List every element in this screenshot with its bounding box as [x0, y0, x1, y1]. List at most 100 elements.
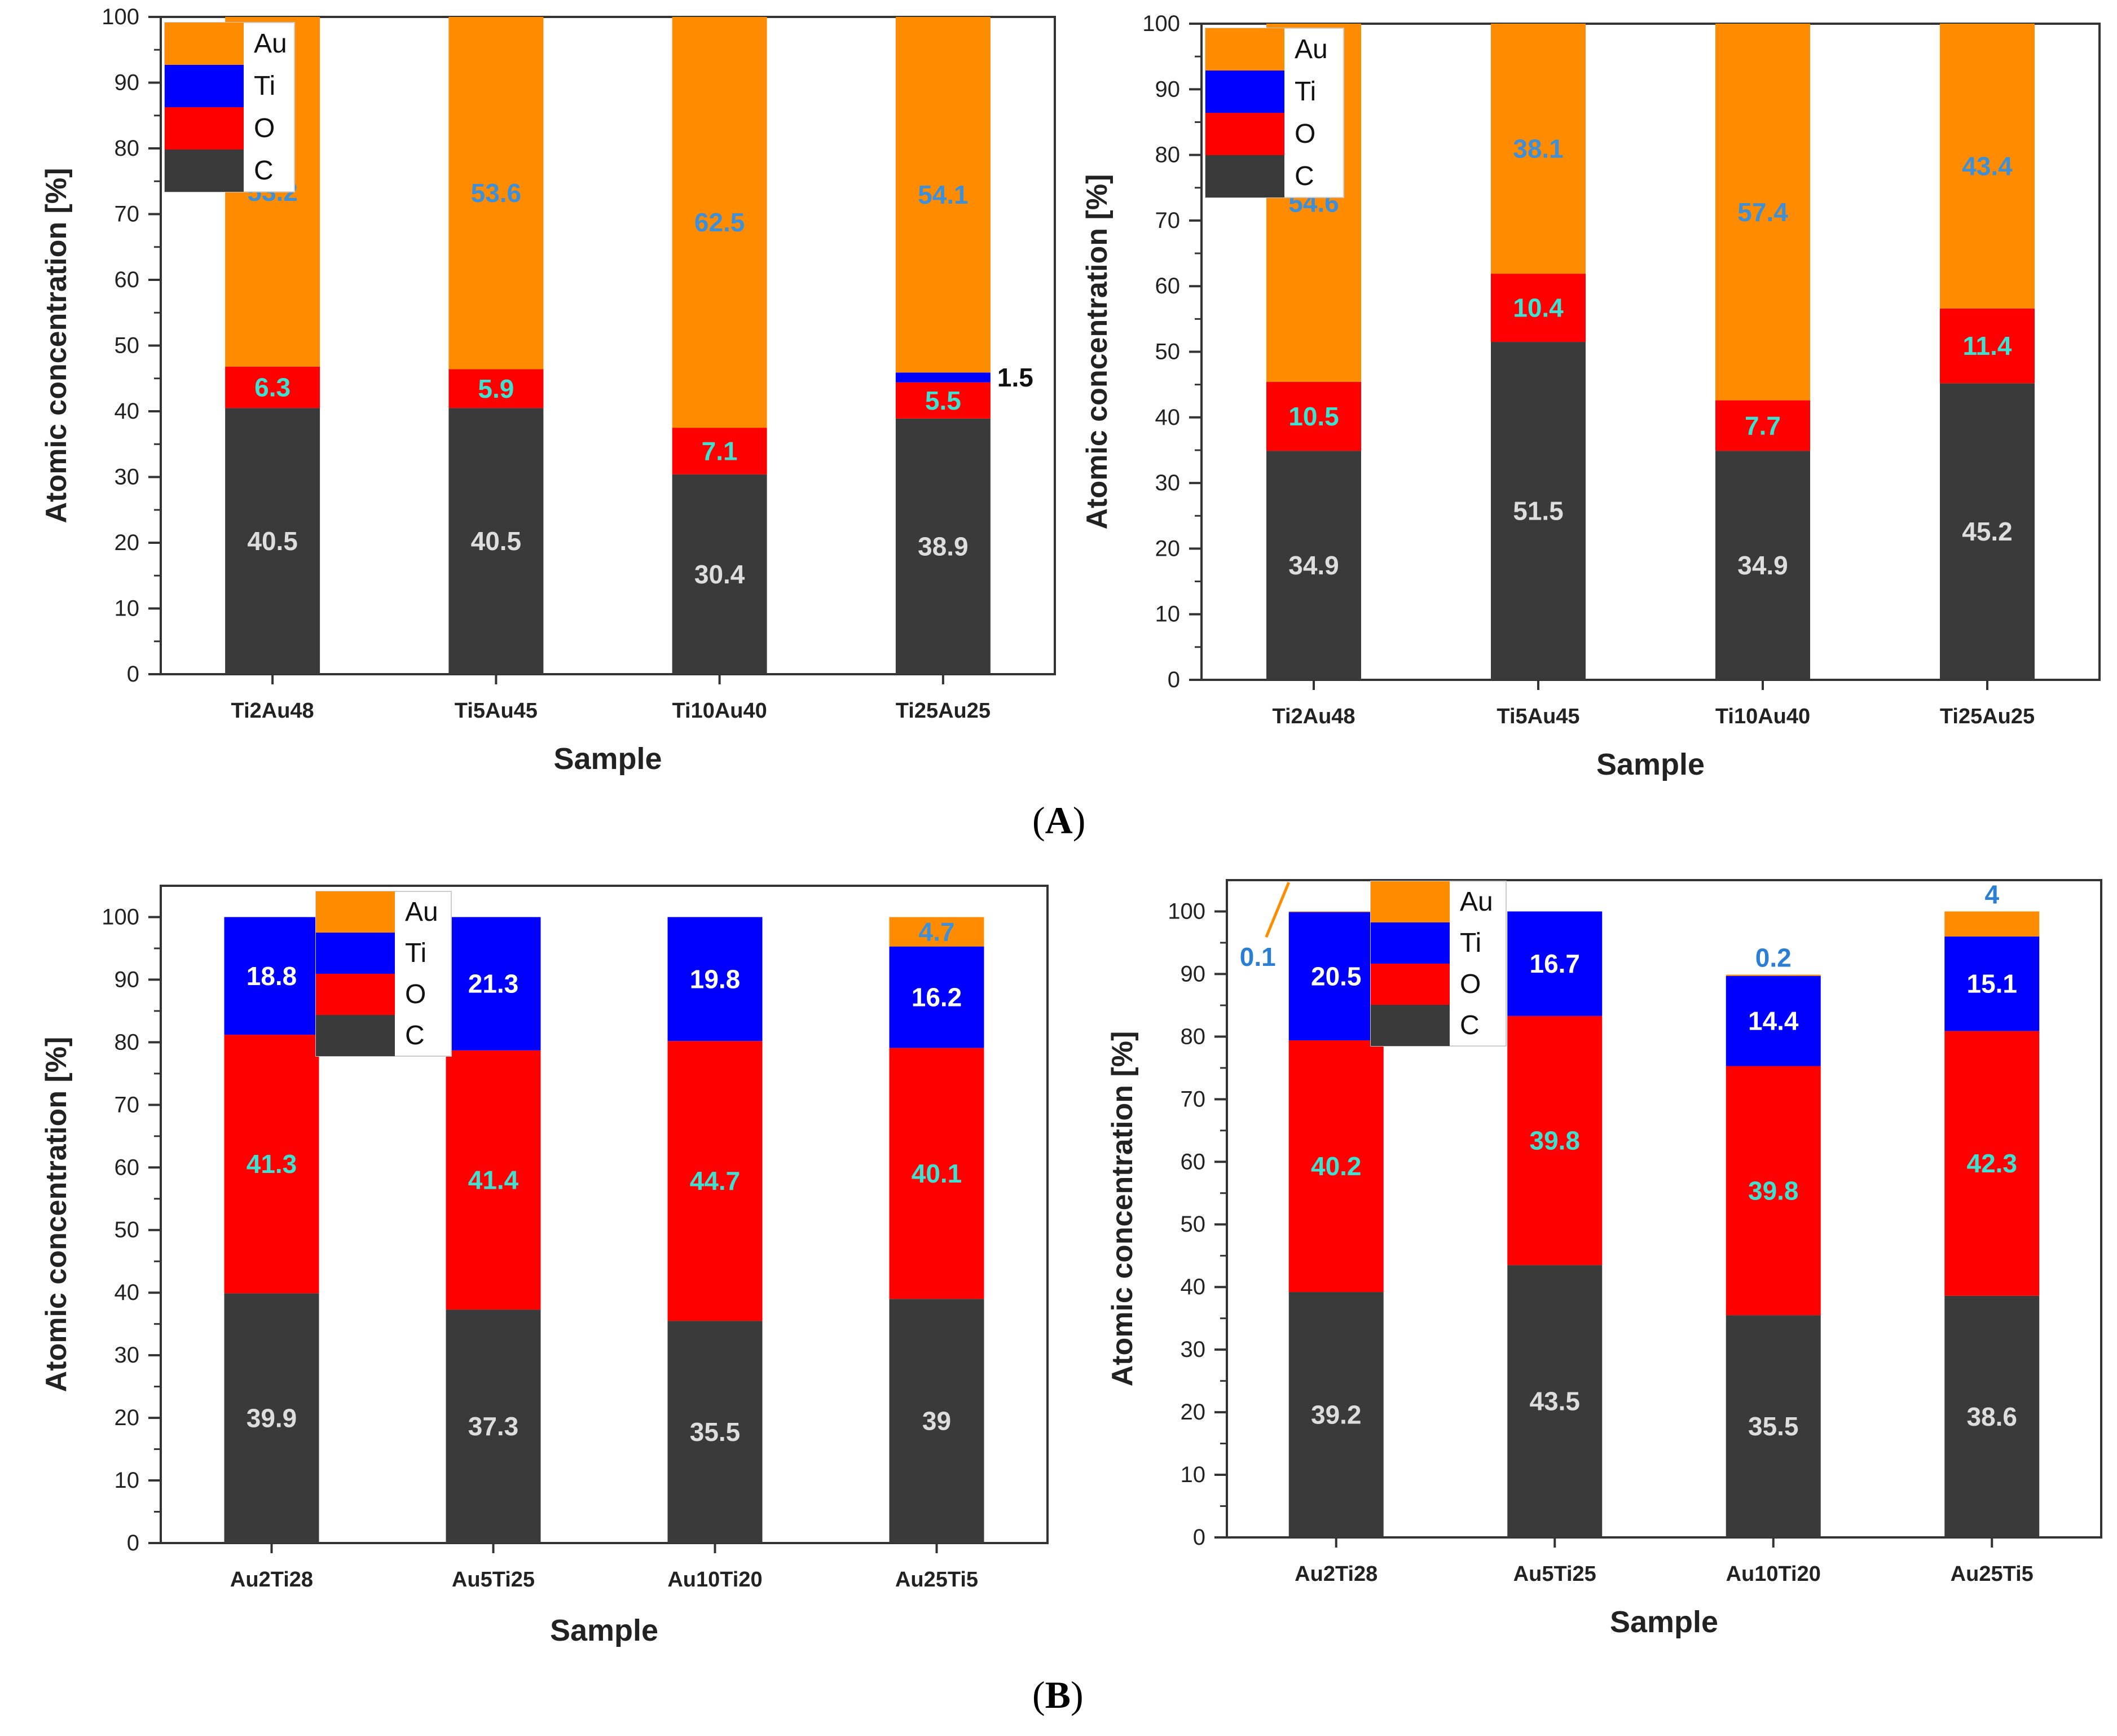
plot-frame — [160, 885, 1049, 1544]
data-label-c: 35.5 — [1748, 1412, 1799, 1441]
data-label-au: 62.5 — [694, 208, 745, 237]
legend-swatch-c — [316, 1015, 395, 1056]
x-tick-label: Au2Ti28 — [230, 1568, 313, 1592]
y-tick-label: 30 — [1181, 1337, 1206, 1362]
y-axis-title: Atomic concentration [%] — [40, 1037, 73, 1392]
y-tick-label: 60 — [115, 267, 140, 292]
bar-o-au5ti25 — [446, 1050, 541, 1310]
y-axis-title: Atomic concentration [%] — [1081, 174, 1113, 530]
bar-ti-ti25au25 — [895, 372, 991, 383]
data-label-ti: 20.5 — [1311, 961, 1362, 991]
data-label-o: 39.8 — [1748, 1176, 1799, 1205]
bar-au-ti5au45 — [1491, 24, 1586, 274]
data-label-c: 37.3 — [468, 1412, 519, 1441]
legend-swatch-ti — [1371, 922, 1450, 964]
y-tick-label: 50 — [1155, 340, 1181, 364]
bar-ti-au25ti5 — [1944, 936, 2040, 1031]
bar-au-ti5au45 — [448, 17, 544, 370]
y-tick-label: 20 — [115, 530, 140, 555]
x-tick-label: Au5Ti25 — [1513, 1562, 1596, 1586]
bar-c-au5ti25 — [1507, 1265, 1603, 1537]
bar-c-ti5au45 — [1491, 342, 1586, 680]
data-label-c: 45.2 — [1962, 517, 2013, 546]
data-label-au: 54.1 — [918, 180, 969, 209]
y-tick-label: 100 — [102, 904, 139, 929]
bar-au-au25ti5 — [1944, 911, 2040, 937]
data-label-ti: 18.8 — [247, 961, 297, 991]
y-tick-label: 90 — [1155, 77, 1181, 102]
legend-swatch-ti — [165, 65, 244, 107]
y-tick-label: 90 — [1181, 961, 1206, 986]
bar-o-au10ti20 — [1726, 1066, 1821, 1316]
legend-swatch-o — [165, 107, 244, 150]
y-tick-label: 70 — [1181, 1087, 1206, 1111]
bar-c-ti25au25 — [1940, 383, 2035, 680]
data-label-o: 42.3 — [1966, 1149, 2017, 1178]
bar-c-ti10au40 — [1715, 451, 1810, 680]
y-tick-label: 40 — [115, 1280, 140, 1305]
data-label-c: 38.9 — [918, 531, 969, 561]
bar-c-au25ti5 — [889, 1299, 984, 1543]
bar-ti-au5ti25 — [1507, 911, 1603, 1016]
y-tick-label: 70 — [1155, 208, 1181, 233]
callout-label: 0.1 — [1240, 942, 1276, 972]
bar-c-au5ti25 — [446, 1309, 541, 1543]
legend-label-c: C — [405, 1021, 425, 1051]
y-tick-label: 10 — [115, 1468, 140, 1493]
bar-c-au2ti28 — [1288, 1292, 1384, 1537]
bar-au-au10ti20 — [1726, 974, 1821, 976]
legend-swatch-c — [165, 150, 244, 192]
bar-c-ti2au48 — [225, 408, 320, 674]
chart-a-left: 010203040506070809010040.56.353.2Ti2Au48… — [40, 5, 1056, 776]
legend-label-ti: Ti — [254, 71, 275, 101]
bar-o-ti25au25 — [1940, 308, 2035, 384]
data-label-ti: 14.4 — [1748, 1007, 1799, 1036]
bar-ti-au25ti5 — [889, 946, 984, 1048]
bar-ti-au10ti20 — [667, 917, 763, 1041]
bar-c-ti5au45 — [448, 408, 544, 674]
bar-c-au2ti28 — [224, 1293, 319, 1543]
data-label-o: 11.4 — [1963, 331, 2012, 361]
legend-swatch-au — [165, 23, 244, 65]
bar-au-au2ti28 — [1288, 911, 1384, 912]
bar-o-ti10au40 — [672, 428, 767, 474]
chart-b-left: 0 10 20 30 40 50 60 70 80 90 100 39.9 41.3 18.8 Au2Ti2… — [40, 885, 1049, 1647]
y-tick-label: 0 — [127, 662, 139, 687]
bar-au-ti25au25 — [1940, 24, 2035, 309]
bar-c-ti25au25 — [895, 418, 991, 674]
y-tick-label: 40 — [115, 399, 140, 424]
data-label-c: 40.5 — [471, 526, 522, 556]
y-tick-label: 40 — [1155, 405, 1181, 430]
bar-o-au5ti25 — [1507, 1016, 1603, 1265]
x-axis-title: Sample — [553, 742, 662, 776]
legend-label-c: C — [1295, 161, 1314, 191]
bar-c-au10ti20 — [1726, 1315, 1821, 1537]
y-tick-label: 20 — [1155, 536, 1181, 561]
x-tick-label: Au25Ti5 — [895, 1568, 978, 1592]
bar-c-ti2au48 — [1266, 451, 1361, 680]
data-label-c: 38.6 — [1966, 1402, 2017, 1431]
data-label-ti: 19.8 — [690, 964, 741, 994]
bar-o-ti2au48 — [225, 366, 320, 408]
y-tick-label: 0 — [1168, 667, 1180, 692]
y-tick-label: 30 — [115, 1343, 140, 1368]
callout-label: 1.5 — [997, 363, 1033, 392]
caption-b: (B) — [1032, 1673, 1084, 1716]
y-tick-label: 70 — [115, 1092, 140, 1117]
data-label-c: 43.5 — [1529, 1387, 1580, 1416]
x-tick-label: Ti2Au48 — [231, 699, 314, 723]
data-label-ti: 16.2 — [912, 982, 962, 1012]
x-tick-label: Ti5Au45 — [455, 699, 538, 723]
x-tick-label: Ti25Au25 — [1940, 705, 2035, 728]
legend-swatch-o — [316, 974, 395, 1015]
data-label-o: 6.3 — [254, 372, 291, 402]
y-tick-label: 10 — [1155, 602, 1181, 627]
x-tick-label: Ti10Au40 — [1715, 705, 1810, 728]
legend-label-o: O — [405, 979, 426, 1009]
plot-frame — [1226, 879, 2102, 1539]
y-tick-label: 80 — [1181, 1024, 1206, 1049]
data-label-o: 41.4 — [468, 1165, 519, 1194]
y-tick-label: 90 — [115, 71, 140, 95]
legend-swatch-au — [316, 891, 395, 933]
